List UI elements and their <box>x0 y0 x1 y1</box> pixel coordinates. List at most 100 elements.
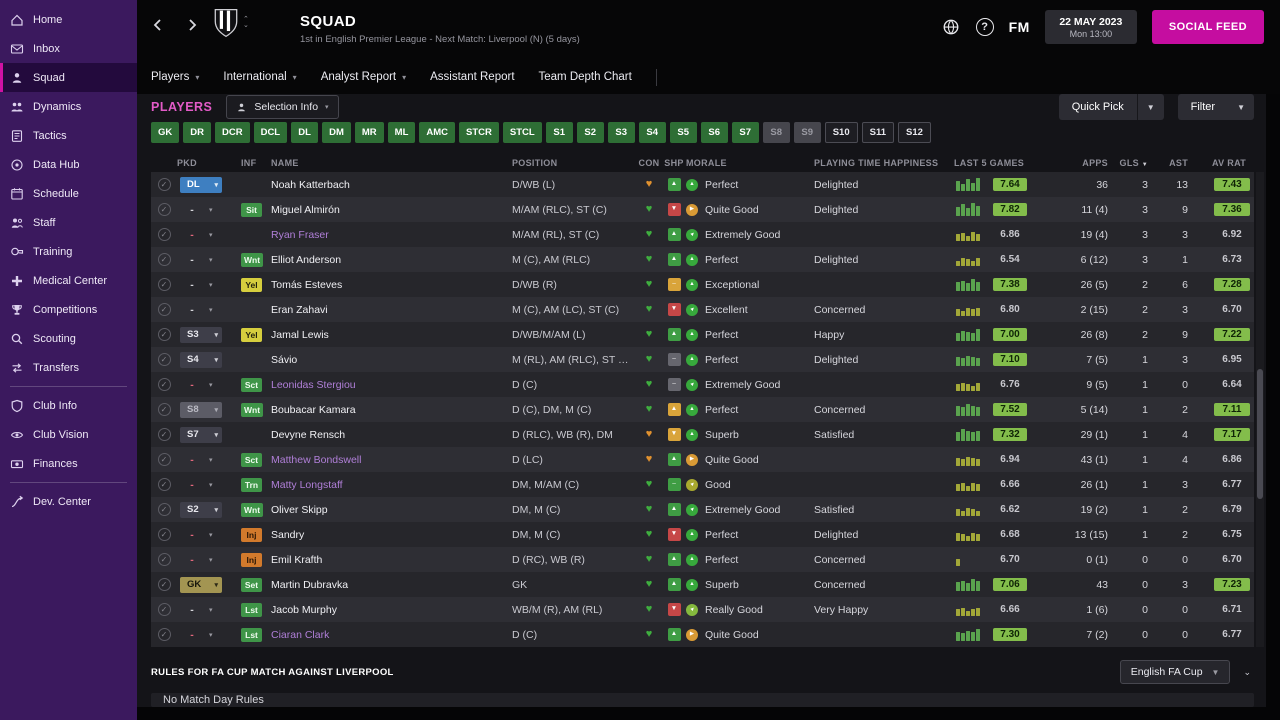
position-filter-s2[interactable]: S2 <box>576 122 604 143</box>
tab-assistant-report[interactable]: Assistant Report <box>430 71 515 83</box>
player-name[interactable]: Miguel Almirón <box>271 203 340 216</box>
sidebar-item-transfers[interactable]: Transfers <box>0 353 137 382</box>
pkd-selector[interactable]: S3 ▾ <box>177 326 241 343</box>
position-filter-s6[interactable]: S6 <box>700 122 728 143</box>
scrollbar-thumb[interactable] <box>1257 369 1263 499</box>
sidebar-item-scouting[interactable]: Scouting <box>0 324 137 353</box>
position-filter-gk[interactable]: GK <box>151 122 180 143</box>
player-name[interactable]: Jacob Murphy <box>271 603 337 616</box>
table-row[interactable]: ✓ S3 ▾ Yel Jamal Lewis D/WB/M/AM (L) ♥ ▲ ▲ Perfec… <box>151 322 1254 347</box>
column-header-shp[interactable]: SHP <box>664 158 684 168</box>
sidebar-item-competitions[interactable]: Competitions <box>0 295 137 324</box>
sidebar-item-staff[interactable]: Staff <box>0 208 137 237</box>
player-name[interactable]: Tomás Esteves <box>271 278 343 291</box>
row-checkbox[interactable]: ✓ <box>151 353 177 366</box>
position-filter-s4[interactable]: S4 <box>638 122 666 143</box>
tab-team-depth-chart[interactable]: Team Depth Chart <box>538 71 632 83</box>
player-name[interactable]: Devyne Rensch <box>271 428 346 441</box>
row-checkbox[interactable]: ✓ <box>151 303 177 316</box>
table-row[interactable]: ✓ DL ▾ Noah Katterbach D/WB (L) ♥ ▲ ▲ Perfect Del… <box>151 172 1254 197</box>
row-checkbox[interactable]: ✓ <box>151 228 177 241</box>
info-badge-cell[interactable]: Yel <box>241 327 271 342</box>
pkd-selector[interactable]: - ▾ <box>177 479 241 491</box>
sidebar-item-dev-center[interactable]: Dev. Center <box>0 487 137 516</box>
world-icon[interactable] <box>942 18 961 37</box>
table-row[interactable]: ✓ - ▾ Yel Tomás Esteves D/WB (R) ♥ – ▲ Exceptiona… <box>151 272 1254 297</box>
column-header-gls[interactable]: GLS ▼ <box>1119 158 1148 168</box>
info-badge-cell[interactable]: Lst <box>241 627 271 642</box>
position-filter-stcl[interactable]: STCL <box>502 122 542 143</box>
sidebar-item-squad[interactable]: Squad <box>0 63 137 92</box>
pkd-selector[interactable]: - ▾ <box>177 529 241 541</box>
game-date[interactable]: 22 MAY 2023 Mon 13:00 <box>1044 10 1137 44</box>
position-filter-s7[interactable]: S7 <box>731 122 759 143</box>
player-name[interactable]: Ryan Fraser <box>271 228 329 241</box>
info-badge-cell[interactable]: Set <box>241 577 271 592</box>
tab-analyst-report[interactable]: Analyst Report ▾ <box>320 71 407 83</box>
info-badge-cell[interactable]: Yel <box>241 277 271 292</box>
player-name[interactable]: Noah Katterbach <box>271 178 350 191</box>
pkd-selector[interactable]: S7 ▾ <box>177 426 241 443</box>
info-badge-cell[interactable]: Inj <box>241 527 271 542</box>
sidebar-item-training[interactable]: Training <box>0 237 137 266</box>
column-header-av-rat[interactable]: AV RAT <box>1212 158 1246 168</box>
row-checkbox[interactable]: ✓ <box>151 528 177 541</box>
sidebar-item-schedule[interactable]: Schedule <box>0 179 137 208</box>
sidebar-item-finances[interactable]: Finances <box>0 449 137 478</box>
row-checkbox[interactable]: ✓ <box>151 553 177 566</box>
position-filter-dr[interactable]: DR <box>183 122 211 143</box>
pkd-selector[interactable]: S8 ▾ <box>177 401 241 418</box>
pkd-selector[interactable]: - ▾ <box>177 229 241 241</box>
pkd-selector[interactable]: - ▾ <box>177 304 241 316</box>
player-name[interactable]: Boubacar Kamara <box>271 403 356 416</box>
table-row[interactable]: ✓ - ▾ Inj Sandry DM, M (C) ♥ ▼ ▲ Perfect Delighted… <box>151 522 1254 547</box>
info-badge-cell[interactable]: Inj <box>241 552 271 567</box>
table-row[interactable]: ✓ - ▾ Eran Zahavi M (C), AM (LC), ST (C) ♥ ▼ ▲ E… <box>151 297 1254 322</box>
back-button[interactable] <box>147 14 169 36</box>
row-checkbox[interactable]: ✓ <box>151 378 177 391</box>
position-filter-dl[interactable]: DL <box>291 122 319 143</box>
sidebar-item-dynamics[interactable]: Dynamics <box>0 92 137 121</box>
pkd-selector[interactable]: DL ▾ <box>177 176 241 193</box>
club-selector[interactable]: ⌃ ⌄ <box>213 8 249 38</box>
sidebar-item-data-hub[interactable]: Data Hub <box>0 150 137 179</box>
column-header-ast[interactable]: AST <box>1169 158 1188 168</box>
pkd-selector[interactable]: - ▾ <box>177 204 241 216</box>
column-header-position[interactable]: POSITION <box>512 158 558 168</box>
table-row[interactable]: ✓ S4 ▾ Sávio M (RL), AM (RLC), ST (… ♥ – ▲ Perfe… <box>151 347 1254 372</box>
row-checkbox[interactable]: ✓ <box>151 453 177 466</box>
position-filter-ml[interactable]: ML <box>387 122 416 143</box>
sidebar-item-home[interactable]: Home <box>0 5 137 34</box>
column-header-pkd[interactable]: PKD <box>177 158 197 168</box>
pkd-selector[interactable]: - ▾ <box>177 629 241 641</box>
sidebar-item-medical-center[interactable]: Medical Center <box>0 266 137 295</box>
column-header-name[interactable]: NAME <box>271 158 299 168</box>
row-checkbox[interactable]: ✓ <box>151 178 177 191</box>
table-row[interactable]: ✓ S2 ▾ Wnt Oliver Skipp DM, M (C) ♥ ▲ ▲ Extremely… <box>151 497 1254 522</box>
pkd-selector[interactable]: S2 ▾ <box>177 501 241 518</box>
quick-pick-button[interactable]: Quick Pick ▼ <box>1058 94 1164 120</box>
help-button[interactable]: ? <box>975 18 994 36</box>
position-filter-s9[interactable]: S9 <box>793 122 821 143</box>
position-filter-s8[interactable]: S8 <box>762 122 790 143</box>
row-checkbox[interactable]: ✓ <box>151 478 177 491</box>
player-name[interactable]: Eran Zahavi <box>271 303 328 316</box>
row-checkbox[interactable]: ✓ <box>151 328 177 341</box>
player-name[interactable]: Leonidas Stergiou <box>271 378 356 391</box>
tab-players[interactable]: Players ▾ <box>151 71 200 83</box>
sidebar-item-club-info[interactable]: Club Info <box>0 391 137 420</box>
player-name[interactable]: Ciaran Clark <box>271 628 330 641</box>
pkd-selector[interactable]: - ▾ <box>177 554 241 566</box>
pkd-selector[interactable]: - ▾ <box>177 604 241 616</box>
sidebar-item-inbox[interactable]: Inbox <box>0 34 137 63</box>
table-row[interactable]: ✓ - ▾ Trn Matty Longstaff DM, M/AM (C) ♥ – ▲ Good… <box>151 472 1254 497</box>
info-badge-cell[interactable]: Sct <box>241 377 271 392</box>
player-name[interactable]: Sávio <box>271 353 298 366</box>
player-name[interactable]: Jamal Lewis <box>271 328 329 341</box>
player-name[interactable]: Elliot Anderson <box>271 253 342 266</box>
column-header-inf[interactable]: INF <box>241 158 257 168</box>
row-checkbox[interactable]: ✓ <box>151 403 177 416</box>
table-row[interactable]: ✓ S7 ▾ Devyne Rensch D (RLC), WB (R), DM ♥ ▼ ▲ S… <box>151 422 1254 447</box>
pkd-selector[interactable]: - ▾ <box>177 279 241 291</box>
column-header-con[interactable]: CON <box>638 158 660 168</box>
